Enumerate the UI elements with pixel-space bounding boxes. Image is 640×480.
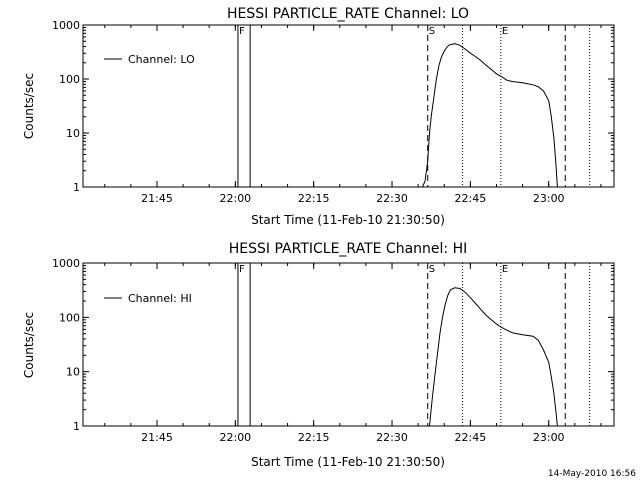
- x-tick-label: 22:15: [298, 192, 330, 205]
- panel-hi-legend-label: Channel: HI: [128, 292, 192, 305]
- x-tick-label: 22:15: [298, 431, 330, 444]
- panel-lo-title: HESSI PARTICLE_RATE Channel: LO: [227, 6, 469, 22]
- panel-hi-legend: Channel: HI: [104, 292, 192, 305]
- panel-lo-xlabel: Start Time (11-Feb-10 21:30:50): [251, 213, 445, 227]
- y-tick-label: 10: [66, 127, 80, 140]
- panel-hi-xlabel: Start Time (11-Feb-10 21:30:50): [251, 455, 445, 469]
- panel-lo-plot-frame: [82, 24, 615, 188]
- panel-hi-series-line: [429, 287, 558, 427]
- panel-lo-series-line: [422, 43, 558, 188]
- x-tick-label: 22:00: [219, 431, 251, 444]
- x-tick-label: 22:45: [455, 192, 487, 205]
- x-tick-label: 21:45: [141, 431, 173, 444]
- x-tick-label: 23:00: [533, 431, 565, 444]
- panel-lo: HESSI PARTICLE_RATE Channel: LO F S E 21:4…: [22, 6, 615, 227]
- footer-timestamp: 14-May-2010 16:56: [548, 469, 636, 479]
- y-tick-label: 100: [59, 311, 80, 324]
- panel-hi: HESSI PARTICLE_RATE Channel: HI F S E 21:4…: [22, 241, 615, 469]
- panel-hi-axes: 21:45 22:00 22:15 22:30 22:45 23:00 1 10 100 1000: [52, 257, 614, 444]
- panel-hi-title: HESSI PARTICLE_RATE Channel: HI: [229, 241, 467, 257]
- y-tick-label: 1000: [52, 257, 80, 270]
- event-marker-label: F: [239, 26, 245, 37]
- x-tick-label: 22:30: [376, 431, 408, 444]
- x-tick-label: 23:00: [533, 192, 565, 205]
- y-tick-label: 1: [73, 181, 80, 194]
- panel-hi-plot-frame: [82, 262, 615, 427]
- event-marker-label: E: [502, 264, 508, 275]
- y-tick-label: 100: [59, 73, 80, 86]
- panel-lo-axes: 21:45 22:00 22:15 22:30 22:45 23:00 1 10 100 1000: [52, 19, 614, 205]
- event-marker-label: E: [502, 26, 508, 37]
- panel-hi-ylabel: Counts/sec: [22, 312, 36, 378]
- event-marker-label: S: [429, 264, 435, 275]
- x-tick-label: 22:45: [455, 431, 487, 444]
- x-tick-label: 22:30: [376, 192, 408, 205]
- panel-lo-legend: Channel: LO: [104, 53, 195, 66]
- y-tick-label: 1000: [52, 19, 80, 32]
- y-tick-label: 1: [73, 420, 80, 433]
- x-tick-label: 22:00: [219, 192, 251, 205]
- panel-lo-ylabel: Counts/sec: [22, 73, 36, 139]
- event-marker-label: S: [429, 26, 435, 37]
- panel-lo-legend-label: Channel: LO: [128, 53, 195, 66]
- x-tick-label: 21:45: [141, 192, 173, 205]
- y-tick-label: 10: [66, 366, 80, 379]
- event-marker-label: F: [239, 264, 245, 275]
